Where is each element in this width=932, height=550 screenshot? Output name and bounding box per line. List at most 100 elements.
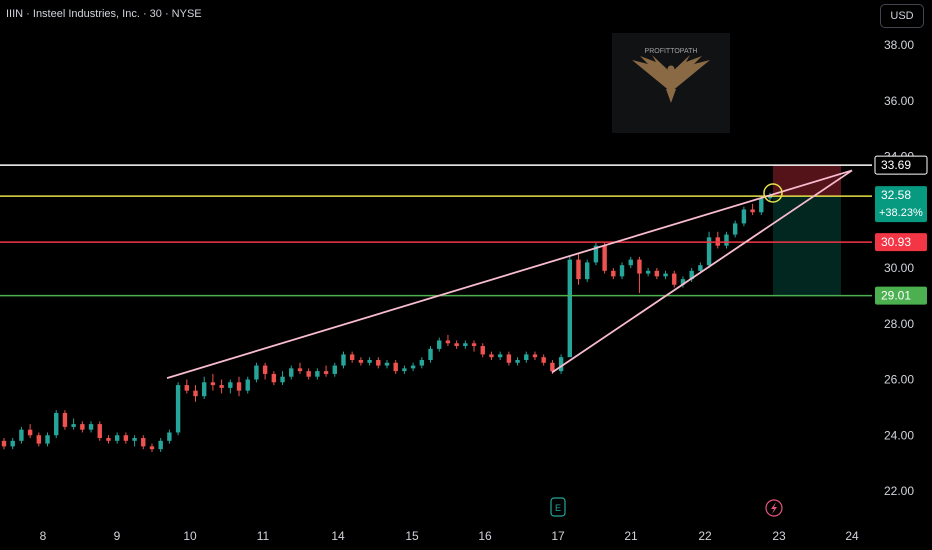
candle <box>515 357 520 366</box>
dividend-marker[interactable] <box>765 499 783 517</box>
price-label-resistance: 33.69 <box>874 155 928 175</box>
price-label-target: 29.01 <box>875 286 927 305</box>
x-tick-label: 15 <box>405 529 419 543</box>
candle <box>471 340 477 352</box>
candle <box>663 270 668 280</box>
candle <box>445 334 451 347</box>
earnings-label: E <box>555 503 561 513</box>
candle <box>393 359 398 374</box>
svg-text:33.69: 33.69 <box>881 158 911 172</box>
earnings-marker[interactable]: E <box>550 497 566 517</box>
y-tick-label: 22.00 <box>884 484 914 498</box>
x-tick-label: 24 <box>845 529 859 543</box>
candle <box>602 242 607 274</box>
candle <box>228 379 233 394</box>
candle <box>332 362 337 377</box>
candle <box>358 357 364 366</box>
candle <box>680 276 686 288</box>
trend-lines[interactable] <box>166 169 853 379</box>
trend-line[interactable] <box>551 169 853 374</box>
reward-zone <box>773 196 841 296</box>
candle <box>123 432 129 444</box>
candle <box>489 351 494 360</box>
candle <box>262 362 268 380</box>
time-axis[interactable]: 8 9 10 11 14 15 16 17 21 22 23 24 <box>40 529 859 543</box>
x-tick-label: 21 <box>624 529 638 543</box>
x-tick-label: 10 <box>183 529 197 543</box>
y-tick-label: 36.00 <box>884 94 914 108</box>
candle <box>167 429 172 444</box>
entry-highlight-circle <box>763 183 783 203</box>
candle <box>19 426 24 444</box>
candle <box>306 368 311 380</box>
candle <box>184 379 189 394</box>
candle <box>480 343 485 358</box>
candle <box>419 357 425 369</box>
candle <box>219 379 224 394</box>
candle <box>767 192 773 202</box>
horizontal-levels[interactable] <box>0 164 872 297</box>
candle <box>132 435 137 447</box>
candle <box>689 268 694 282</box>
candle <box>437 337 442 352</box>
candle <box>62 410 68 430</box>
y-tick-label: 24.00 <box>884 428 914 442</box>
candle <box>576 254 581 285</box>
candle <box>106 435 111 444</box>
candle <box>236 376 242 397</box>
chart-title: IIIN · Insteel Industries, Inc. · 30 · N… <box>6 8 202 20</box>
lightning-icon <box>771 502 777 514</box>
candle <box>141 435 146 450</box>
candle <box>524 351 529 363</box>
candle <box>506 351 512 366</box>
candle <box>271 371 277 386</box>
x-tick-label: 22 <box>698 529 712 543</box>
candle <box>88 421 94 433</box>
candle <box>750 203 755 216</box>
candle <box>637 256 642 294</box>
candle <box>593 242 599 266</box>
candle <box>80 421 85 433</box>
candle <box>410 362 416 372</box>
x-tick-label: 16 <box>478 529 492 543</box>
candle <box>376 357 381 369</box>
price-labels: 33.69 32.58 +38.23% 30.93 29.01 <box>874 155 928 305</box>
candle <box>585 259 590 282</box>
svg-text:32.58: 32.58 <box>881 188 911 202</box>
svg-text:+38.23%: +38.23% <box>879 207 923 219</box>
candle <box>463 340 468 349</box>
eagle-logo-icon <box>632 55 710 103</box>
candle <box>402 365 407 374</box>
candle <box>245 376 250 394</box>
candle <box>54 410 59 439</box>
candle <box>454 340 459 349</box>
x-tick-label: 8 <box>40 529 47 543</box>
candle <box>97 421 102 441</box>
candle <box>323 365 329 377</box>
candle <box>149 443 155 452</box>
candle <box>558 354 564 374</box>
x-tick-label: 9 <box>114 529 121 543</box>
candle <box>497 351 503 360</box>
candle <box>36 432 42 447</box>
watermark: PROFITTOPATH <box>612 33 730 133</box>
candle <box>741 206 747 227</box>
candle <box>428 346 433 363</box>
candle <box>367 357 372 366</box>
candle <box>532 351 538 360</box>
candle <box>628 256 633 268</box>
candle <box>210 373 216 391</box>
currency-button[interactable]: USD <box>880 4 924 28</box>
trend-line[interactable] <box>166 169 853 379</box>
candle <box>384 359 390 369</box>
candle <box>315 368 320 380</box>
x-tick-label: 11 <box>257 529 270 543</box>
candle <box>193 385 198 402</box>
candle <box>114 432 120 444</box>
candle <box>567 256 572 358</box>
candle <box>289 365 294 380</box>
candle <box>175 382 181 436</box>
candle <box>45 432 50 447</box>
